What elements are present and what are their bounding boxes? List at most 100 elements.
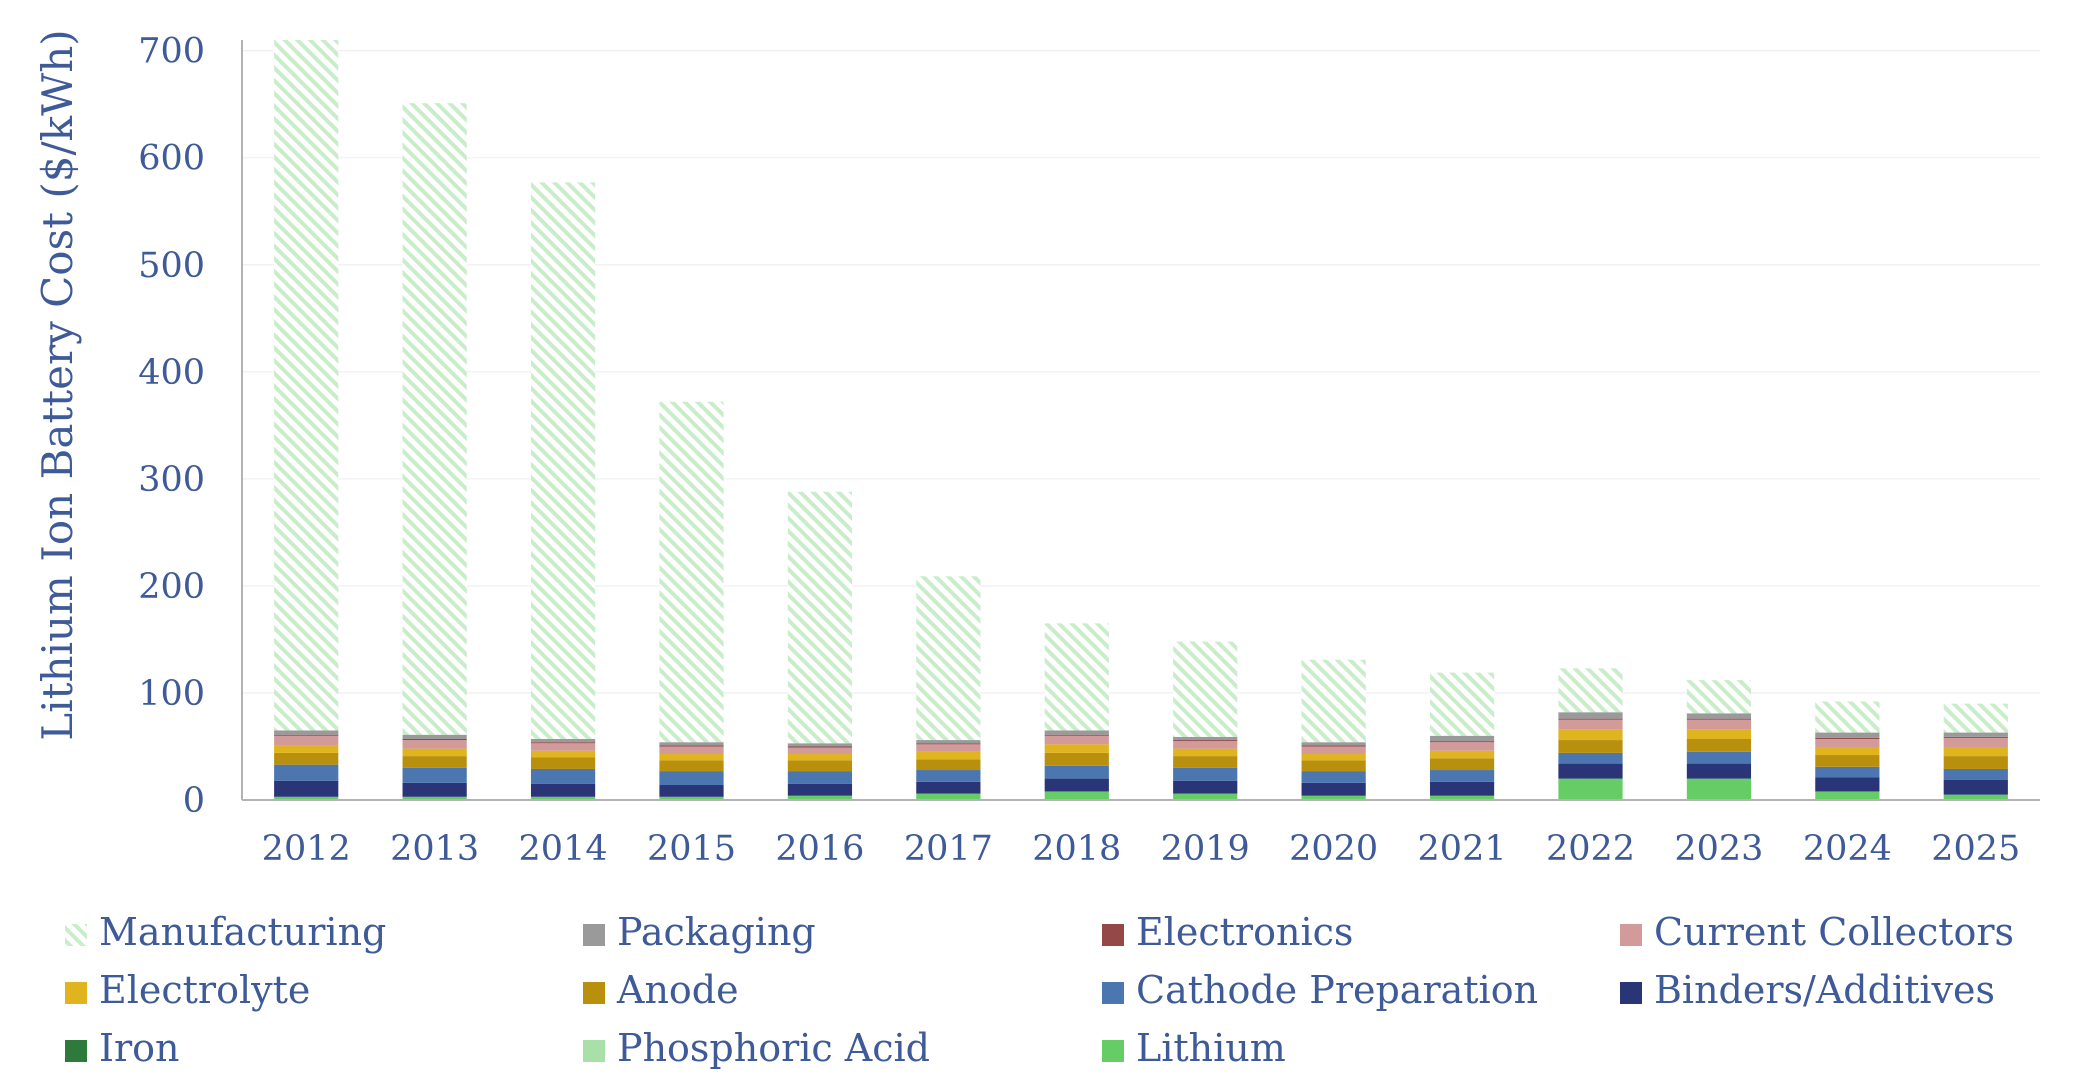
legend-swatch xyxy=(583,924,605,946)
legend-swatch xyxy=(65,1040,87,1062)
bar-segment-lithium xyxy=(1301,795,1366,800)
legend-swatch xyxy=(1102,982,1124,1004)
y-tick-label: 600 xyxy=(138,139,205,179)
bar-segment-binders-additives xyxy=(1173,780,1238,794)
bar-segment-electronics xyxy=(1686,718,1752,720)
legend-swatch xyxy=(1620,924,1642,946)
bar-segment-binders-additives xyxy=(1558,763,1623,779)
legend-label: Iron xyxy=(99,1026,180,1070)
bar-segment-electrolyte xyxy=(402,748,467,757)
legend-item-current-collectors: Current Collectors xyxy=(1620,910,2014,954)
bar-segment-packaging xyxy=(1301,742,1366,746)
legend-item-cathode-preparation: Cathode Preparation xyxy=(1102,968,1538,1012)
bars xyxy=(274,40,2008,800)
bar-segment-manufacturing xyxy=(1429,672,1495,736)
bar-segment-manufacturing xyxy=(530,182,596,739)
y-tick-labels: 0 100 200 300 400 500 600 700 xyxy=(138,32,205,821)
legend-label: Current Collectors xyxy=(1654,910,2014,954)
bar-segment-cathode-preparation xyxy=(402,767,467,783)
bar-stack-2016 xyxy=(787,491,853,800)
bar-segment-electrolyte xyxy=(1686,729,1752,739)
bar-stack-2023 xyxy=(1686,680,1752,800)
legend-item-packaging: Packaging xyxy=(583,910,816,954)
bar-stack-2018 xyxy=(1044,623,1109,800)
legend-swatch xyxy=(583,982,605,1004)
bar-segment-packaging xyxy=(916,740,981,744)
legend-label: Cathode Preparation xyxy=(1136,968,1538,1012)
bar-segment-packaging xyxy=(402,734,467,739)
bar-segment-manufacturing xyxy=(916,576,981,741)
bar-segment-binders-additives xyxy=(274,780,339,797)
bar-segment-binders-additives xyxy=(659,785,724,797)
bar-segment-packaging xyxy=(1429,735,1495,742)
legend-label: Phosphoric Acid xyxy=(617,1026,930,1070)
bar-segment-current-collectors xyxy=(1301,746,1366,754)
bar-stack-2024 xyxy=(1815,701,1880,800)
bar-segment-lithium xyxy=(1686,778,1752,800)
bar-segment-cathode-preparation xyxy=(1686,751,1752,764)
legend-label: Anode xyxy=(616,968,739,1012)
bar-segment-packaging xyxy=(787,743,853,747)
bar-segment-anode xyxy=(1815,755,1880,767)
bar-segment-binders-additives xyxy=(1943,779,2008,795)
bar-segment-electronics xyxy=(1429,741,1495,743)
bar-segment-anode xyxy=(530,757,596,769)
bar-segment-manufacturing xyxy=(787,491,853,744)
bar-segment-electrolyte xyxy=(1558,729,1623,741)
x-tick-label: 2012 xyxy=(262,829,351,869)
bar-segment-cathode-preparation xyxy=(1815,766,1880,778)
bar-segment-electronics xyxy=(1943,736,2008,738)
legend-swatch xyxy=(1102,1040,1124,1062)
bar-segment-anode xyxy=(916,759,981,771)
bar-stack-2012 xyxy=(274,40,339,800)
bar-segment-current-collectors xyxy=(402,740,467,749)
x-tick-labels: 2012 2013 2014 2015 2016 2017 2018 2019 2020 2021… xyxy=(262,829,2021,869)
bar-segment-manufacturing xyxy=(1173,641,1238,737)
bar-segment-cathode-preparation xyxy=(530,768,596,784)
axes xyxy=(241,40,2040,801)
y-tick-label: 100 xyxy=(138,674,205,714)
bar-segment-lithium xyxy=(916,793,981,800)
bar-segment-cathode-preparation xyxy=(1943,768,2008,780)
bar-segment-binders-additives xyxy=(916,781,981,794)
bar-segment-anode xyxy=(1301,760,1366,772)
bar-segment-electrolyte xyxy=(916,751,981,760)
legend-item-electrolyte: Electrolyte xyxy=(65,968,310,1012)
bar-segment-cathode-preparation xyxy=(1173,767,1238,781)
bar-stack-2019 xyxy=(1173,641,1238,800)
bar-segment-manufacturing xyxy=(1301,659,1366,743)
bar-segment-electronics xyxy=(659,745,724,747)
legend-swatch xyxy=(1620,982,1642,1004)
x-tick-label: 2023 xyxy=(1674,829,1763,869)
bar-segment-binders-additives xyxy=(787,783,853,796)
legend-swatch xyxy=(1102,924,1124,946)
bar-segment-binders-additives xyxy=(402,782,467,797)
bar-segment-cathode-preparation xyxy=(659,771,724,786)
bar-segment-lithium xyxy=(1558,778,1623,800)
bar-segment-anode xyxy=(402,756,467,768)
x-tick-label: 2016 xyxy=(775,829,864,869)
bar-segment-electrolyte xyxy=(1301,753,1366,761)
bar-segment-current-collectors xyxy=(1429,742,1495,751)
legend-item-iron: Iron xyxy=(65,1026,180,1070)
bar-segment-anode xyxy=(274,752,339,765)
bar-segment-cathode-preparation xyxy=(916,770,981,782)
bar-segment-current-collectors xyxy=(1044,735,1109,745)
bar-segment-lithium xyxy=(274,796,339,800)
x-tick-label: 2021 xyxy=(1418,829,1507,869)
x-tick-label: 2024 xyxy=(1803,829,1892,869)
bar-segment-electronics xyxy=(1173,740,1238,742)
bar-segment-binders-additives xyxy=(1686,763,1752,779)
bar-segment-manufacturing xyxy=(402,103,467,735)
bar-segment-electrolyte xyxy=(1815,747,1880,756)
bar-segment-electrolyte xyxy=(1173,748,1238,757)
y-tick-label: 0 xyxy=(183,781,205,821)
x-tick-label: 2015 xyxy=(647,829,736,869)
bar-segment-current-collectors xyxy=(1173,741,1238,749)
bar-segment-current-collectors xyxy=(274,735,339,746)
bar-segment-binders-additives xyxy=(530,783,596,797)
bar-segment-current-collectors xyxy=(1558,719,1623,730)
bar-segment-electrolyte xyxy=(787,753,853,761)
x-tick-label: 2014 xyxy=(519,829,608,869)
bar-segment-anode xyxy=(1173,756,1238,768)
